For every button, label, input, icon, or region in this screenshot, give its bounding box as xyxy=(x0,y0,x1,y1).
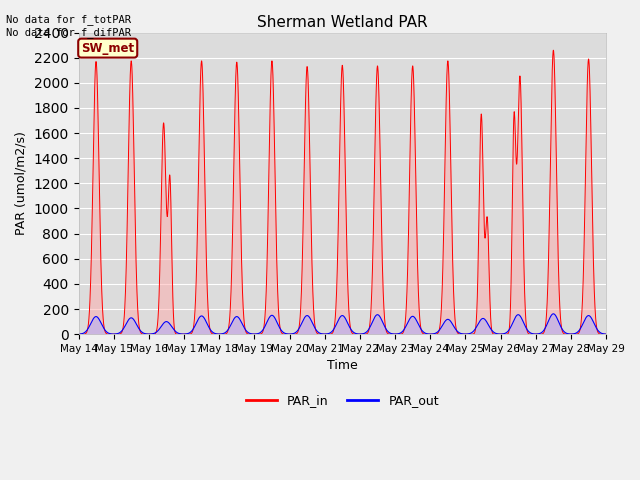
Y-axis label: PAR (umol/m2/s): PAR (umol/m2/s) xyxy=(15,132,28,235)
Text: No data for f_totPAR
No data for f_difPAR: No data for f_totPAR No data for f_difPA… xyxy=(6,14,131,38)
Text: SW_met: SW_met xyxy=(81,42,134,55)
Title: Sherman Wetland PAR: Sherman Wetland PAR xyxy=(257,15,428,30)
X-axis label: Time: Time xyxy=(327,360,358,372)
Legend: PAR_in, PAR_out: PAR_in, PAR_out xyxy=(241,389,444,412)
